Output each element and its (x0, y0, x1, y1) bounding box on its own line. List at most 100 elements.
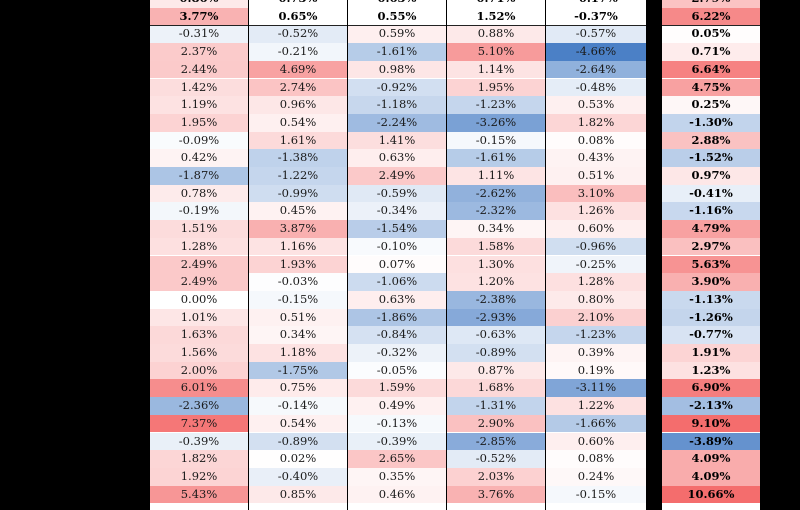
heatmap-cell: -0.89% (249, 432, 347, 451)
heatmap-cell: 0.60% (546, 432, 646, 451)
heatmap-cell: -0.34% (348, 202, 446, 221)
heatmap-cell: 0.78% (150, 184, 248, 203)
heatmap-cell: 0.07% (348, 255, 446, 274)
heatmap-cell: 0.63% (348, 290, 446, 309)
heatmap-cell: 3.10% (546, 184, 646, 203)
heatmap-cell: 0.54% (249, 113, 347, 132)
heatmap-cell: -0.52% (447, 450, 545, 468)
heatmap-cell: 1.11% (447, 167, 545, 185)
heatmap-cell: 0.59% (348, 25, 446, 44)
heatmap-cell: 2.97% (662, 237, 760, 256)
heatmap-cell: -1.16% (662, 202, 760, 221)
heatmap-column-5: -0.17%-0.37%-0.57%-4.66%-2.64%-0.48%0.53… (546, 0, 646, 510)
heatmap-cell: 0.75% (249, 379, 347, 398)
heatmap-cell: 1.95% (447, 78, 545, 97)
heatmap-cell: 4.09% (662, 450, 760, 468)
heatmap-cell: 1.28% (546, 273, 646, 291)
heatmap-cell: -4.66% (546, 43, 646, 61)
heatmap-cell: -0.15% (546, 485, 646, 504)
heatmap-cell: 0.42% (150, 149, 248, 167)
heatmap-cell: 2.90% (447, 414, 545, 433)
heatmap-cell: -1.66% (546, 414, 646, 433)
heatmap-cell: 1.42% (150, 78, 248, 97)
heatmap-cell: 1.56% (150, 344, 248, 362)
heatmap-cell: -2.13% (662, 397, 760, 415)
heatmap-cell: -0.37% (546, 7, 646, 26)
heatmap-cell: -1.30% (662, 113, 760, 132)
heatmap-cell: 0.96% (249, 96, 347, 114)
heatmap-column-2: 0.73%0.65%-0.52%-0.21%4.69%2.74%0.96%0.5… (249, 0, 347, 510)
heatmap-column-4: 0.71%1.52%0.88%5.10%1.14%1.95%-1.23%-3.2… (447, 0, 545, 510)
heatmap-cell: 0.45% (249, 202, 347, 221)
heatmap-cell: 1.82% (150, 450, 248, 468)
heatmap-cell: 0.19% (546, 361, 646, 380)
heatmap-cell: -1.22% (249, 167, 347, 185)
heatmap-cell: -2.62% (447, 184, 545, 203)
heatmap-cell: 1.93% (249, 255, 347, 274)
heatmap-cell: 4.69% (249, 60, 347, 79)
heatmap-cell: 1.20% (447, 273, 545, 291)
heatmap-cell: 1.41% (348, 131, 446, 150)
heatmap-cell: 1.22% (546, 397, 646, 415)
heatmap-cell: -2.38% (447, 290, 545, 309)
heatmap-cell: -0.10% (348, 237, 446, 256)
heatmap-cell: -3.11% (546, 379, 646, 398)
heatmap-cell: 1.28% (150, 237, 248, 256)
heatmap-cell: -1.86% (348, 308, 446, 327)
heatmap-cell: 0.24% (546, 467, 646, 486)
heatmap-column-3: 0.63%0.55%0.59%-1.61%0.98%-0.92%-1.18%-2… (348, 0, 446, 510)
summary-separator-line (249, 25, 347, 27)
heatmap-cell: 0.60% (546, 220, 646, 238)
heatmap-cell: -0.96% (546, 237, 646, 256)
heatmap-cell: -1.75% (249, 361, 347, 380)
summary-separator-line (348, 25, 446, 27)
heatmap-cell: 0.86% (150, 0, 248, 8)
heatmap-cell: 1.23% (662, 361, 760, 380)
heatmap-cell: 0.97% (662, 167, 760, 185)
heatmap-column-6: 2.79%6.22%0.05%0.71%6.64%4.75%0.25%-1.30… (662, 0, 760, 510)
heatmap-cell: 6.90% (662, 379, 760, 398)
heatmap-cell: -3.89% (662, 432, 760, 451)
heatmap-cell: 2.74% (249, 78, 347, 97)
summary-separator-line (662, 25, 760, 27)
summary-separator-line (150, 25, 248, 27)
heatmap-cell: -1.23% (546, 326, 646, 344)
heatmap-cell: 1.14% (447, 60, 545, 79)
heatmap-cell: -0.32% (348, 344, 446, 362)
heatmap-cell: 6.22% (662, 7, 760, 26)
heatmap-cell: 0.49% (348, 397, 446, 415)
heatmap-cell: 5.10% (447, 43, 545, 61)
heatmap-cell: 1.30% (447, 255, 545, 274)
heatmap-cell: -0.40% (249, 467, 347, 486)
heatmap-cell: 0.63% (348, 0, 446, 8)
heatmap-cell: 0.02% (249, 450, 347, 468)
heatmap-cell: 2.88% (662, 131, 760, 150)
heatmap-cell: 0.73% (249, 0, 347, 8)
heatmap-cell: 1.95% (150, 113, 248, 132)
heatmap-cell: 2.49% (150, 255, 248, 274)
heatmap-cell: 2.44% (150, 60, 248, 79)
heatmap-cell: 0.25% (662, 96, 760, 114)
heatmap-cell: -0.25% (546, 255, 646, 274)
heatmap-cell: -0.52% (249, 25, 347, 44)
heatmap-cell: -1.13% (662, 290, 760, 309)
heatmap-cell: -1.87% (150, 167, 248, 185)
heatmap-cell: 0.63% (348, 149, 446, 167)
heatmap-cell: 0.08% (546, 450, 646, 468)
heatmap-cell: 4.75% (662, 78, 760, 97)
heatmap-cell: 0.98% (348, 60, 446, 79)
heatmap-cell: 2.49% (348, 167, 446, 185)
heatmap-cell: 1.92% (150, 467, 248, 486)
heatmap-cell: 0.88% (447, 25, 545, 44)
heatmap-cell: -0.21% (249, 43, 347, 61)
heatmap-cell: 6.01% (150, 379, 248, 398)
heatmap-cell: -0.89% (447, 344, 545, 362)
heatmap-cell: 4.79% (662, 220, 760, 238)
heatmap-cell: 10.66% (662, 485, 760, 504)
heatmap-cell: -2.24% (348, 113, 446, 132)
heatmap-cell: 1.01% (150, 308, 248, 327)
heatmap-cell: -1.18% (348, 96, 446, 114)
heatmap-cell: -0.48% (546, 78, 646, 97)
heatmap-cell: 0.34% (249, 326, 347, 344)
heatmap-cell: 3.76% (447, 485, 545, 504)
